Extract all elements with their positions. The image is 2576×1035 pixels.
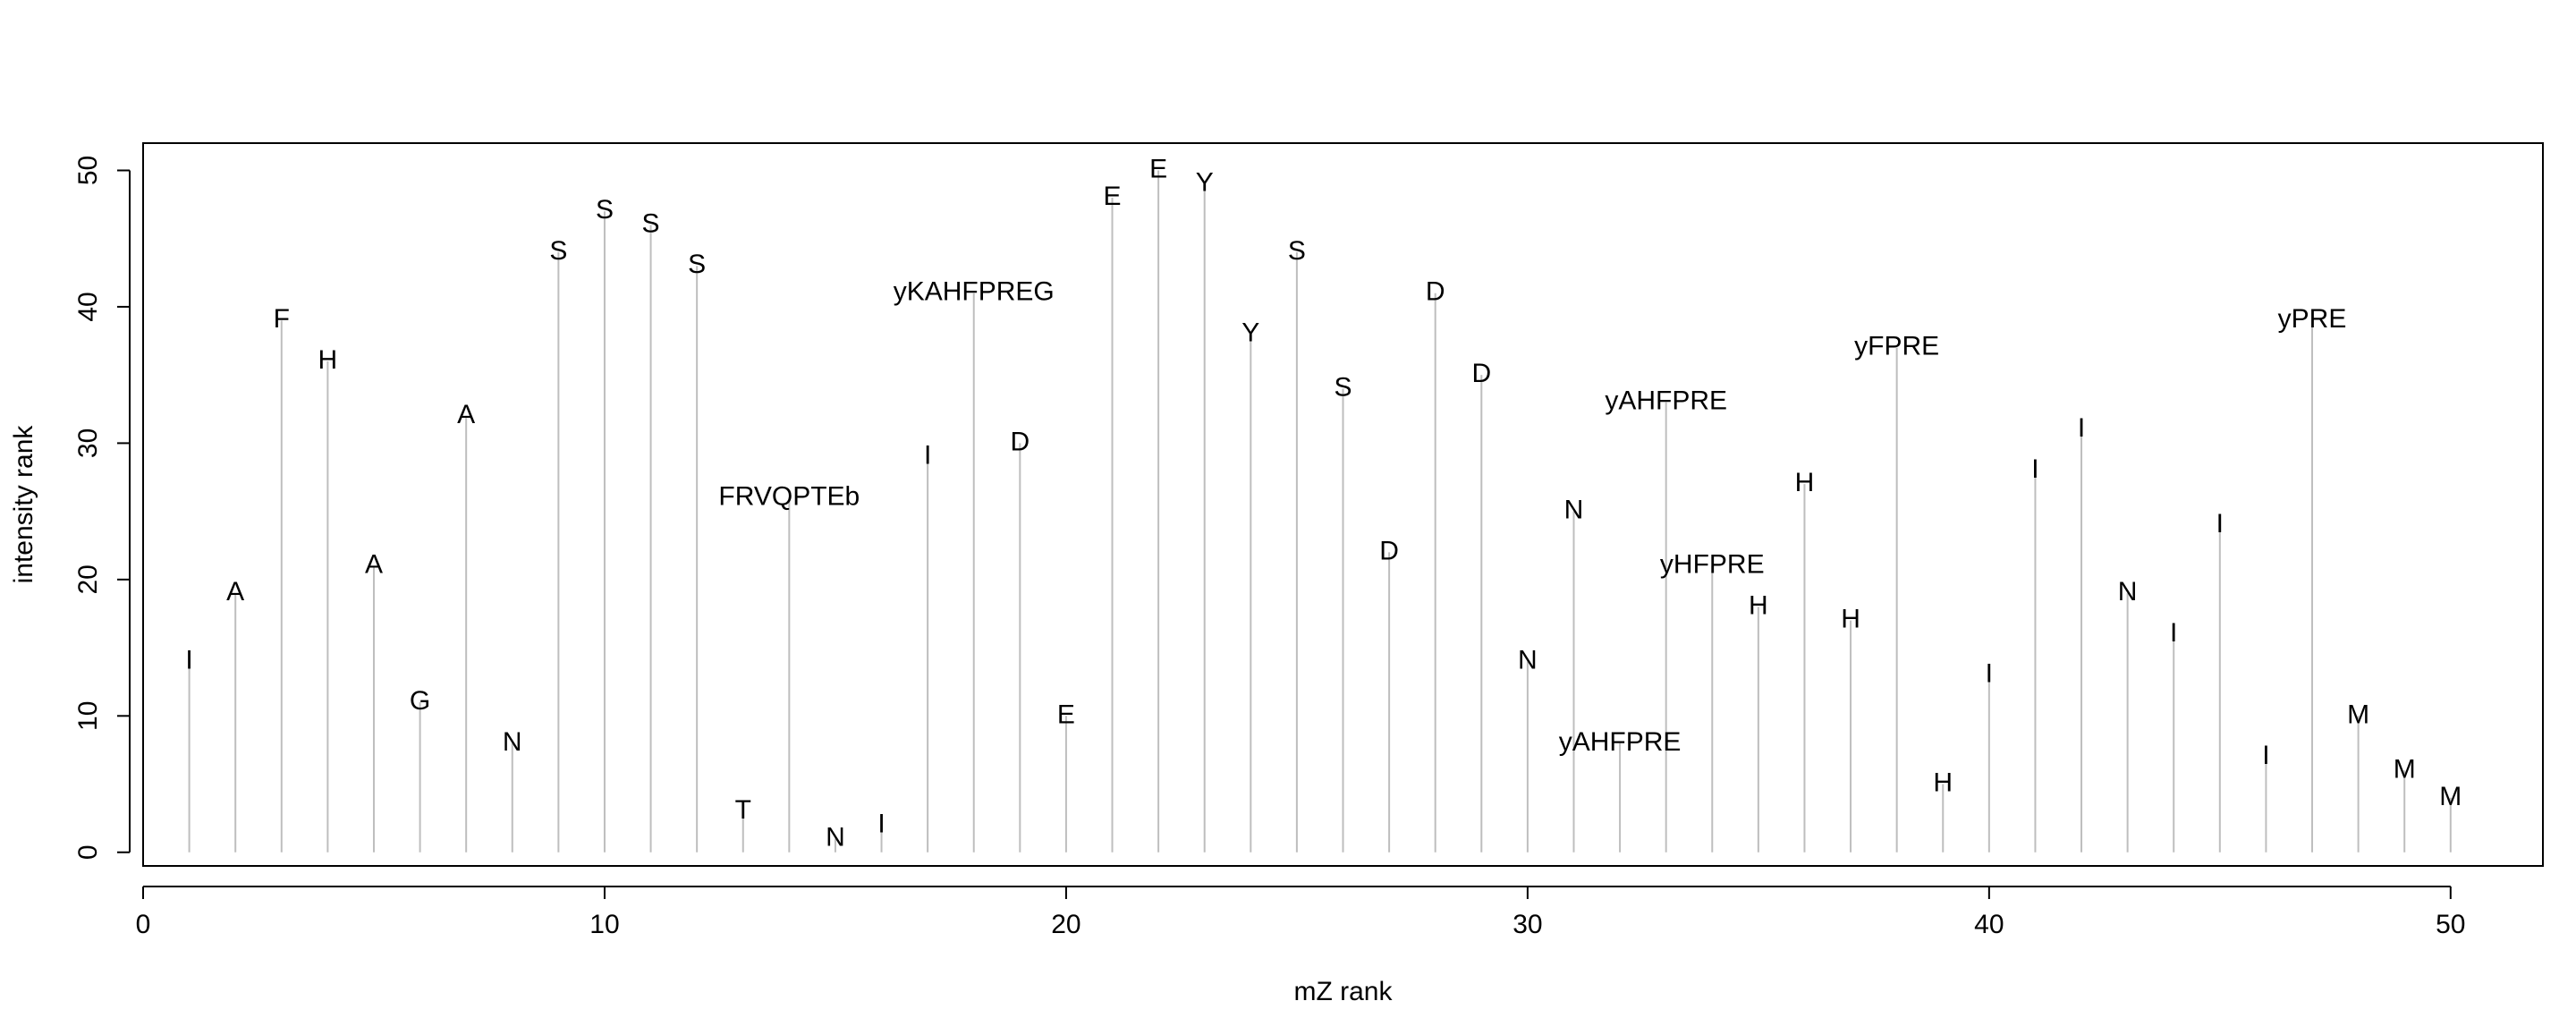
point-label-12: S: [688, 250, 706, 279]
point-label-16: I: [877, 809, 885, 838]
y-axis-label: intensity rank: [9, 425, 38, 584]
point-label-42: I: [2078, 413, 2085, 443]
point-label-23: Y: [1196, 168, 1214, 198]
point-label-22: E: [1149, 154, 1167, 183]
point-label-50: M: [2439, 782, 2462, 811]
point-label-32: yAHFPRE: [1559, 727, 1682, 757]
point-label-35: H: [1749, 590, 1768, 620]
point-label-41: I: [2031, 454, 2038, 484]
point-label-28: D: [1426, 277, 1445, 307]
point-label-27: D: [1379, 536, 1399, 565]
point-label-24: Y: [1241, 318, 1259, 347]
y-tick-label-20: 20: [73, 564, 103, 594]
y-tick-label-50: 50: [73, 156, 103, 185]
x-axis: 0 10 20 30 40 50: [136, 886, 2465, 939]
point-label-38: yFPRE: [1854, 332, 1939, 361]
x-tick-label-20: 20: [1051, 910, 1080, 939]
point-label-39: H: [1933, 768, 1953, 798]
point-label-45: I: [2216, 509, 2224, 539]
y-tick-label-0: 0: [73, 844, 103, 860]
point-label-25: S: [1288, 236, 1306, 266]
point-label-30: N: [1518, 645, 1538, 674]
point-label-13: T: [735, 795, 751, 825]
point-label-49: M: [2394, 754, 2416, 784]
point-label-5: A: [365, 550, 383, 580]
point-label-44: I: [2170, 618, 2177, 648]
y-tick-label-30: 30: [73, 428, 103, 458]
point-label-4: H: [318, 345, 338, 375]
point-label-18: yKAHFPREG: [894, 277, 1055, 307]
point-label-15: N: [826, 823, 845, 853]
x-tick-label-50: 50: [2436, 910, 2465, 939]
point-label-8: N: [503, 727, 522, 757]
point-label-1: I: [185, 645, 192, 674]
point-label-26: S: [1334, 372, 1352, 402]
point-label-2: A: [226, 577, 244, 607]
point-label-10: S: [596, 195, 614, 225]
point-label-46: I: [2262, 741, 2269, 770]
point-label-11: S: [642, 208, 660, 238]
point-label-37: H: [1841, 605, 1860, 634]
point-label-19: D: [1010, 427, 1030, 456]
point-label-17: I: [924, 441, 931, 471]
point-label-40: I: [1986, 659, 1993, 689]
x-tick-label-30: 30: [1513, 910, 1542, 939]
point-label-36: H: [1795, 468, 1815, 497]
point-label-31: N: [1564, 496, 1584, 525]
y-axis: 0 10 20 30 40 50: [73, 156, 131, 860]
plot-frame: [142, 142, 2544, 867]
point-label-43: N: [2118, 577, 2138, 607]
point-label-14: FRVQPTEb: [718, 481, 860, 511]
point-label-3: F: [274, 304, 290, 334]
point-label-6: G: [410, 686, 430, 716]
point-label-33: yAHFPRE: [1605, 386, 1727, 416]
x-tick-label-10: 10: [589, 910, 619, 939]
point-label-9: S: [549, 236, 567, 266]
x-tick-label-0: 0: [136, 910, 151, 939]
point-label-21: E: [1104, 182, 1122, 211]
point-label-47: yPRE: [2278, 304, 2347, 334]
y-tick-label-10: 10: [73, 701, 103, 731]
sticks-layer: [188, 170, 2452, 853]
point-label-29: D: [1471, 359, 1491, 388]
point-label-34: yHFPRE: [1660, 550, 1765, 580]
point-label-20: E: [1057, 700, 1075, 729]
y-tick-label-40: 40: [73, 292, 103, 321]
point-label-48: M: [2347, 700, 2369, 729]
x-axis-label: mZ rank: [1293, 977, 1393, 1006]
point-label-7: A: [457, 400, 475, 429]
x-tick-label-40: 40: [1974, 910, 2004, 939]
